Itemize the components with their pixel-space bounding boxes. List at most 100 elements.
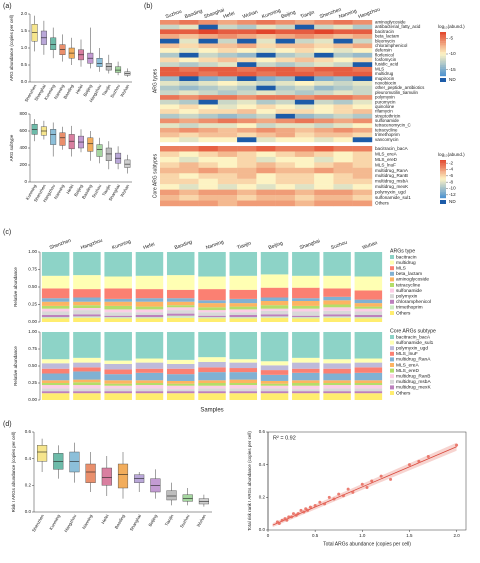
heat-cell <box>160 178 180 185</box>
y-tick-label: 0.00 <box>28 397 37 402</box>
row-label: rifamycin <box>375 109 393 114</box>
box <box>87 137 94 152</box>
heat-cell <box>160 184 180 190</box>
bar-segment <box>323 316 351 318</box>
column-label: Hefei <box>223 10 236 20</box>
heat-cell <box>275 62 296 68</box>
heat-cell <box>256 189 276 196</box>
heat-cell <box>275 167 296 174</box>
bar-segment <box>260 301 289 306</box>
nd-swatch <box>440 78 446 82</box>
heat-cell <box>179 71 199 77</box>
colorbar-step <box>440 166 446 169</box>
bar-segment <box>292 332 320 358</box>
bar-segment <box>354 393 383 400</box>
heat-cell <box>198 62 219 68</box>
heat-cell <box>275 146 296 152</box>
heat-cell <box>256 156 276 163</box>
heat-cell <box>160 146 180 152</box>
y-tick-label: 0.25 <box>28 380 37 385</box>
heat-cell <box>217 146 238 152</box>
bar-segment <box>41 308 70 312</box>
heat-cell <box>275 71 296 77</box>
colorbar-step <box>440 163 446 165</box>
heat-cell <box>256 29 276 35</box>
heat-cell <box>237 34 257 39</box>
x-tick-label: Wuhan <box>196 513 207 528</box>
heat-cell <box>294 90 315 96</box>
heat-cell <box>333 151 353 158</box>
bar-segment <box>166 385 195 390</box>
nd-cell <box>294 76 315 82</box>
heat-cell <box>352 43 373 49</box>
colorbar-label: -10 <box>449 51 456 56</box>
bar-segment <box>292 383 320 386</box>
bar-segment <box>135 318 164 322</box>
nd-cell <box>294 99 315 105</box>
heat-cell <box>314 104 334 110</box>
heat-cell <box>179 104 199 110</box>
legend-label: multidrug_RanB <box>396 373 430 379</box>
heat-cell <box>256 66 276 72</box>
bar-segment <box>260 391 289 394</box>
legend-label: MLS <box>396 265 406 271</box>
heat-cell <box>179 184 199 190</box>
heat-cell <box>294 52 315 58</box>
bar-segment <box>292 357 320 363</box>
heat-cell <box>314 123 334 129</box>
bar-segment <box>73 316 101 318</box>
colorbar-step <box>440 72 446 75</box>
bar-segment <box>323 383 351 386</box>
colorbar-step <box>440 66 446 69</box>
heat-cell <box>352 189 373 196</box>
y-tick-label: 200 <box>19 162 27 167</box>
heat-cell <box>314 195 334 201</box>
heat-cell <box>352 146 373 152</box>
heat-cell <box>333 48 353 54</box>
bar-segment <box>198 315 226 318</box>
x-tick-label: Hefei <box>100 514 109 525</box>
box <box>59 132 66 146</box>
colorbar-step <box>440 35 446 38</box>
heat-cell <box>160 200 180 207</box>
heat-cell <box>237 109 257 115</box>
heat-cell <box>160 137 180 143</box>
bar-segment <box>135 306 164 310</box>
bar-segment <box>323 314 351 317</box>
category-label: Hefei <box>143 241 156 251</box>
legend-swatch <box>390 351 394 356</box>
heat-cell <box>294 29 315 35</box>
heat-cell <box>275 178 296 185</box>
heat-cell <box>275 85 296 91</box>
bar-segment <box>198 303 226 308</box>
heat-cell <box>198 85 219 91</box>
nd-cell <box>237 76 257 82</box>
heat-cell <box>352 104 373 110</box>
heat-cell <box>294 109 315 115</box>
row-label: fosfomycin <box>375 57 397 62</box>
bar-segment <box>260 361 289 366</box>
y-tick-label: 1.00 <box>28 329 37 334</box>
y-tick-label: 0.4 <box>259 462 266 467</box>
bar-segment <box>166 391 195 394</box>
bar-segment <box>229 303 258 307</box>
heat-cell <box>275 137 296 143</box>
heat-cell <box>217 71 238 77</box>
box <box>166 490 177 501</box>
row-label: multidrug_msbA <box>375 179 409 184</box>
bar-segment <box>260 393 289 400</box>
point <box>332 497 336 501</box>
colorbar-label: -12 <box>449 192 456 197</box>
column-label: Wuhan <box>242 9 259 20</box>
legend-swatch <box>390 271 394 276</box>
bar-segment <box>354 318 383 322</box>
heat-cell <box>275 29 296 35</box>
box <box>101 467 112 486</box>
heat-cell <box>198 48 219 54</box>
heat-cell <box>294 71 315 77</box>
box <box>117 463 129 489</box>
bar-segment <box>292 252 320 276</box>
bar-segment <box>260 274 289 288</box>
bar-segment <box>73 314 101 317</box>
